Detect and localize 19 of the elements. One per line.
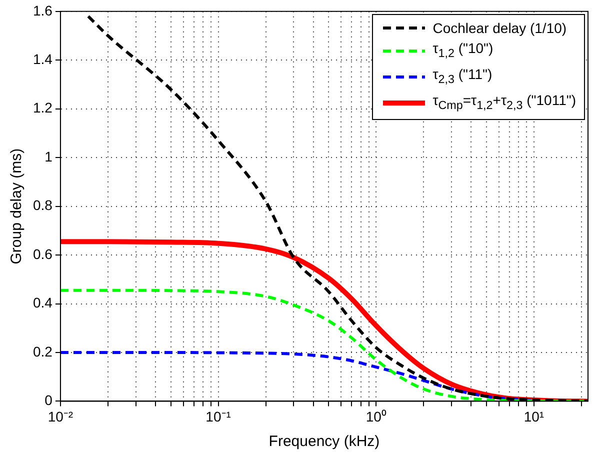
x-axis-title: Frequency (kHz) bbox=[268, 433, 380, 450]
x-tick-label: 10⁻² bbox=[48, 408, 74, 424]
y-axis-title: Group delay (ms) bbox=[8, 148, 26, 264]
legend-label: τ$_{2,3}$ ("11") bbox=[432, 65, 492, 88]
y-tick-label: 0.6 bbox=[32, 246, 53, 262]
y-tick-label: 0.4 bbox=[32, 294, 53, 311]
y-tick-label: 0 bbox=[44, 392, 53, 408]
x-tick-label: 10⁻¹ bbox=[206, 408, 232, 424]
legend-label: Cochlear delay (1/10) bbox=[432, 19, 567, 38]
x-tick-label: 10¹ bbox=[524, 408, 544, 424]
legend-label: τ$_{Cmp}$=τ$_{1,2}$+τ$_{2,3}$ ("1011") bbox=[432, 90, 576, 114]
y-tick-label: 1.2 bbox=[32, 100, 53, 116]
y-tick-label: 1 bbox=[44, 148, 53, 164]
y-tick-label: 0.8 bbox=[32, 197, 53, 214]
legend-label: τ$_{1,2}$ ("10") bbox=[432, 39, 494, 62]
x-tick-label: 10⁰ bbox=[366, 408, 386, 424]
y-tick-label: 1.6 bbox=[32, 2, 53, 18]
y-tick-label: 0.2 bbox=[32, 343, 53, 360]
y-tick-label: 1.4 bbox=[32, 50, 53, 67]
